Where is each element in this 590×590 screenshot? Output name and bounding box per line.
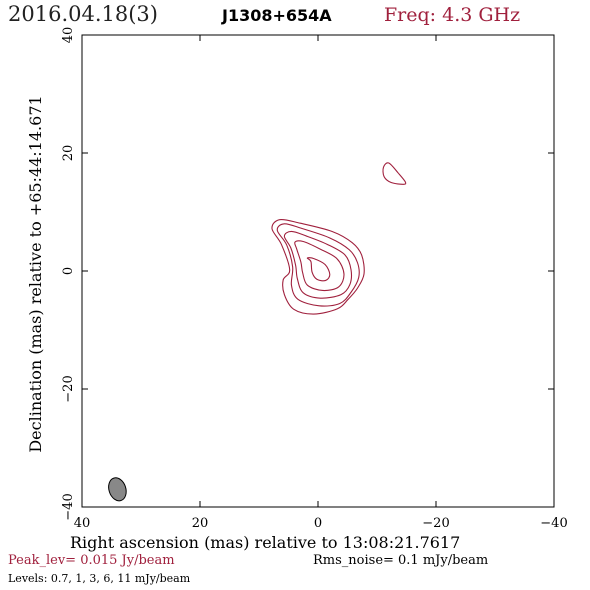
frequency-label: Freq: 4.3 GHz <box>384 4 521 26</box>
y-axis-label: Declination (mas) relative to +65:44:14.… <box>26 95 45 452</box>
x-axis-label: Right ascension (mas) relative to 13:08:… <box>70 533 461 552</box>
y-tick-label: −20 <box>61 375 76 402</box>
plot-frame <box>81 34 555 508</box>
contour-line <box>271 218 365 315</box>
y-tick-label: 40 <box>61 27 76 44</box>
contour-line <box>306 257 331 282</box>
rms-noise: Rms_noise= 0.1 mJy/beam <box>313 553 489 568</box>
x-tick-label: 40 <box>74 516 91 531</box>
y-tick-label: −40 <box>61 493 76 520</box>
x-tick-label: 0 <box>314 516 322 531</box>
x-tick-label: −20 <box>422 516 449 531</box>
contour-line <box>382 162 407 185</box>
plot-contours <box>271 162 407 315</box>
contour-line <box>283 230 353 299</box>
peak-level: Peak_lev= 0.015 Jy/beam <box>8 553 175 568</box>
y-tick-label: 0 <box>61 267 76 275</box>
contour-line <box>294 240 345 292</box>
observation-date: 2016.04.18(3) <box>8 2 158 26</box>
y-tick-label: 20 <box>61 145 76 162</box>
contour-line <box>276 223 360 307</box>
plot-axes: 40 20 0 −20 −40 −40 −20 0 20 40 <box>61 27 568 531</box>
contour-levels: Levels: 0.7, 1, 3, 6, 11 mJy/beam <box>8 572 191 585</box>
beam-ellipse <box>108 477 127 502</box>
x-tick-label: 20 <box>192 516 209 531</box>
source-name: J1308+654A <box>222 6 332 25</box>
x-tick-label: −40 <box>540 516 567 531</box>
